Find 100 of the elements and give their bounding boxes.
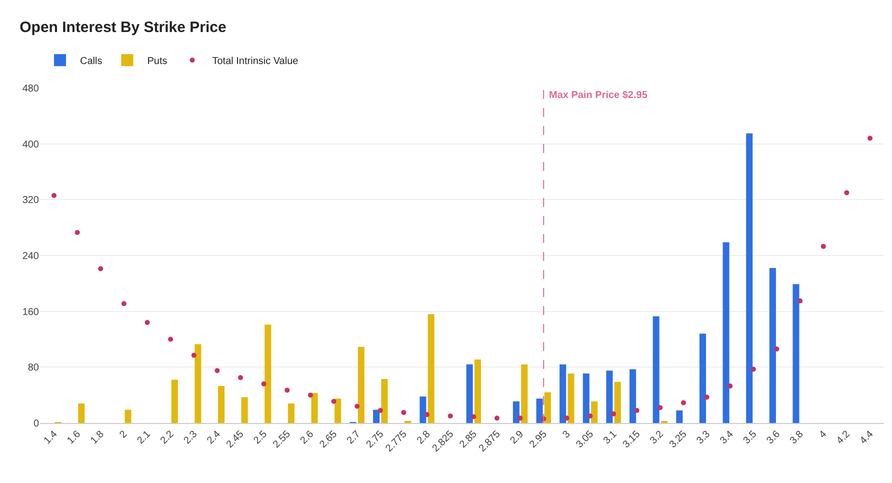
y-tick-label: 0 bbox=[33, 418, 40, 430]
y-tick-label: 480 bbox=[22, 84, 40, 94]
point bbox=[51, 192, 56, 198]
point bbox=[121, 301, 126, 306]
bar bbox=[264, 324, 272, 423]
point bbox=[98, 266, 104, 272]
point bbox=[284, 388, 290, 393]
point bbox=[798, 298, 803, 304]
bar bbox=[512, 401, 520, 423]
bar bbox=[536, 398, 543, 423]
point bbox=[308, 392, 313, 398]
x-tick-label: 3.3 bbox=[694, 428, 713, 446]
bar bbox=[699, 334, 706, 423]
point bbox=[704, 394, 710, 400]
point bbox=[774, 346, 780, 352]
point bbox=[658, 405, 663, 410]
legend-label: Puts bbox=[147, 56, 168, 67]
bar bbox=[218, 386, 225, 423]
x-tick-label: 2.5 bbox=[252, 428, 270, 446]
x-tick-label: 3.8 bbox=[788, 428, 806, 446]
x-tick-label: 3.4 bbox=[718, 428, 736, 446]
x-tick-label: 1.8 bbox=[88, 428, 107, 446]
x-tick-label: 2.7 bbox=[345, 428, 364, 446]
bar bbox=[582, 373, 590, 423]
point bbox=[564, 416, 570, 421]
point bbox=[820, 244, 826, 249]
point bbox=[844, 190, 850, 196]
x-tick-label: 4.4 bbox=[858, 428, 876, 446]
bar bbox=[420, 396, 426, 423]
ref-line-label: Max Pain Price $2.95 bbox=[549, 90, 648, 101]
bar bbox=[78, 403, 85, 423]
bar bbox=[241, 397, 248, 423]
point bbox=[750, 366, 756, 372]
point bbox=[238, 375, 244, 380]
point bbox=[331, 398, 336, 404]
point bbox=[868, 136, 873, 141]
bar bbox=[544, 392, 551, 423]
x-tick-label: 2.9 bbox=[508, 428, 526, 446]
bar bbox=[614, 382, 621, 423]
bar bbox=[630, 369, 636, 423]
point bbox=[634, 408, 640, 413]
x-tick-label: 3.2 bbox=[648, 428, 666, 446]
point bbox=[471, 414, 476, 420]
bar bbox=[381, 379, 388, 423]
bar bbox=[676, 410, 683, 423]
bar bbox=[171, 380, 178, 423]
bar bbox=[428, 314, 434, 423]
x-tick-label: 2.6 bbox=[298, 428, 316, 446]
bar bbox=[591, 401, 598, 423]
x-tick-label: 1.4 bbox=[42, 428, 60, 446]
point bbox=[518, 416, 523, 421]
bar bbox=[474, 359, 481, 423]
bar bbox=[124, 410, 132, 423]
bar bbox=[311, 392, 318, 423]
point bbox=[378, 408, 383, 413]
point bbox=[588, 414, 593, 419]
point bbox=[448, 414, 453, 419]
y-tick-label: 80 bbox=[28, 362, 40, 374]
bar bbox=[560, 364, 566, 423]
legend-label: Calls bbox=[80, 56, 102, 67]
x-tick-label: 3.6 bbox=[764, 428, 783, 446]
point bbox=[728, 384, 733, 389]
x-tick-label: 2.2 bbox=[158, 428, 177, 446]
y-tick-label: 160 bbox=[22, 306, 40, 318]
point bbox=[680, 400, 686, 406]
bar bbox=[769, 268, 776, 423]
point bbox=[168, 336, 174, 342]
x-tick-label: 3.1 bbox=[602, 428, 620, 446]
bar bbox=[334, 398, 342, 423]
y-tick-label: 400 bbox=[22, 139, 40, 150]
bar bbox=[521, 364, 528, 423]
point bbox=[214, 368, 220, 374]
legend-label: Total Intrinsic Value bbox=[212, 56, 299, 67]
point bbox=[261, 381, 266, 386]
y-tick-label: 240 bbox=[22, 251, 40, 262]
point bbox=[74, 230, 80, 235]
x-tick-label: 3 bbox=[560, 428, 573, 441]
bar bbox=[792, 284, 800, 423]
bar bbox=[288, 403, 294, 423]
bar bbox=[466, 364, 473, 423]
bar bbox=[606, 370, 613, 423]
bar bbox=[746, 133, 753, 423]
point bbox=[354, 404, 360, 409]
x-tick-label: 4.2 bbox=[834, 428, 853, 446]
point bbox=[424, 412, 430, 418]
point bbox=[191, 352, 196, 358]
x-tick-label: 3.15 bbox=[620, 428, 643, 450]
x-tick-label: 2.4 bbox=[205, 428, 224, 446]
point bbox=[401, 410, 406, 416]
x-tick-label: 2 bbox=[118, 428, 130, 441]
point bbox=[144, 320, 150, 325]
bar bbox=[373, 410, 380, 423]
y-tick-label: 320 bbox=[22, 195, 40, 206]
chart-title: Open Interest By Strike Price bbox=[20, 19, 226, 36]
bar bbox=[358, 346, 364, 423]
point bbox=[611, 411, 616, 416]
bar bbox=[722, 242, 730, 423]
x-tick-label: 2.3 bbox=[182, 428, 200, 446]
x-tick-label: 4 bbox=[817, 428, 830, 441]
point bbox=[494, 416, 500, 421]
